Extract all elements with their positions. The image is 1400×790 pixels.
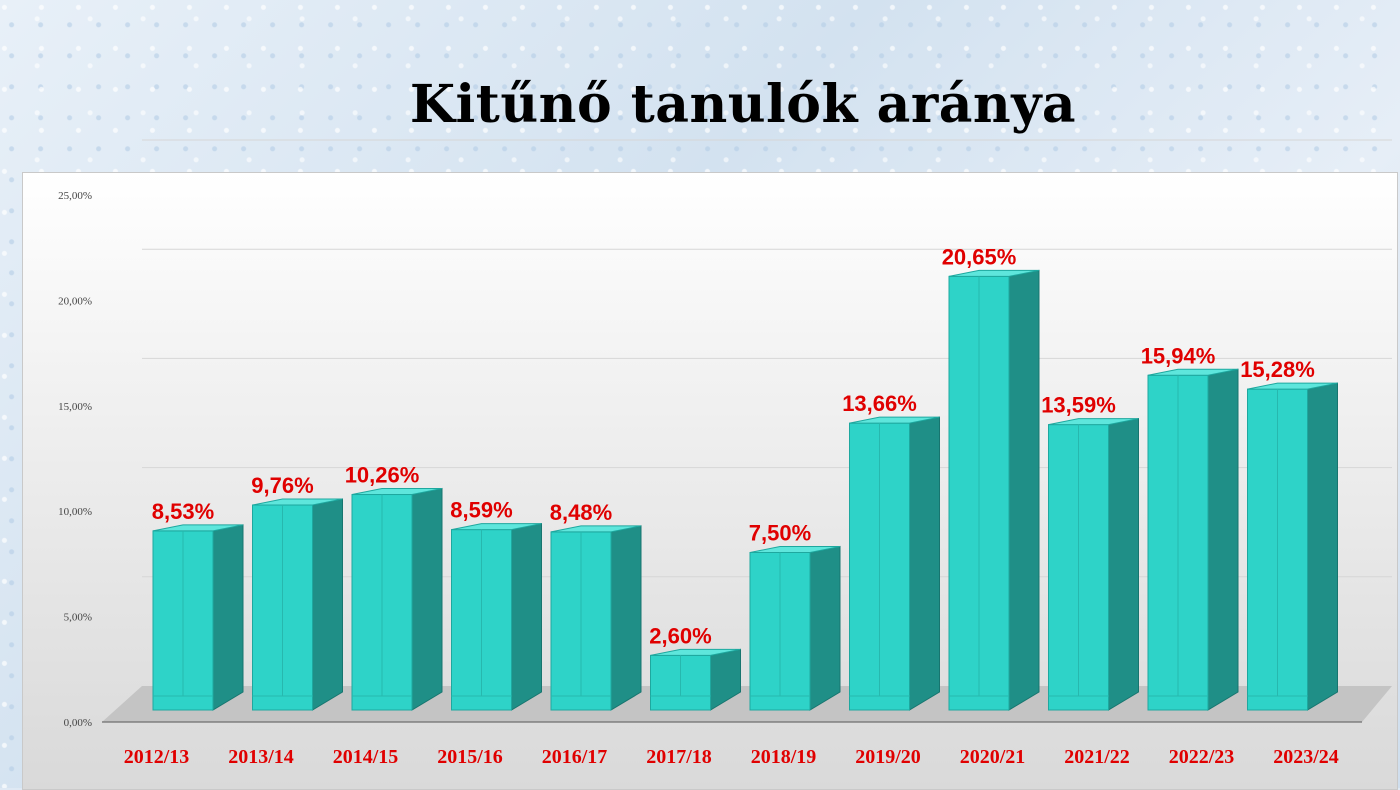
bar-side	[1108, 418, 1139, 711]
data-label: 8,53%	[152, 499, 214, 524]
bar-side	[212, 524, 244, 711]
bar-side	[1307, 382, 1338, 711]
x-category-label: 2012/13	[124, 746, 190, 768]
bar-top	[451, 523, 542, 531]
bar-top	[1247, 382, 1338, 390]
x-category-label: 2017/18	[646, 746, 712, 768]
bar-side	[809, 545, 841, 711]
y-tick-label: 25,00%	[58, 190, 92, 202]
data-label: 20,65%	[942, 244, 1017, 269]
bar	[152, 524, 244, 711]
bar-top	[550, 525, 642, 533]
bar-side	[1008, 269, 1040, 711]
x-category-label: 2015/16	[437, 746, 503, 768]
bar-top	[152, 524, 244, 532]
x-category-label: 2019/20	[855, 746, 921, 768]
x-category-label: 2014/15	[333, 746, 399, 768]
y-tick-label: 15,00%	[58, 401, 92, 413]
x-category-label: 2023/24	[1273, 746, 1339, 768]
data-label: 10,26%	[345, 463, 420, 488]
x-category-label: 2021/22	[1064, 746, 1130, 768]
data-label: 13,66%	[842, 391, 917, 416]
bar	[550, 525, 642, 711]
bar-top	[650, 648, 741, 656]
bar-top	[849, 416, 940, 424]
y-tick-label: 0,00%	[64, 717, 92, 729]
bar	[1048, 418, 1139, 711]
x-axis-categories: 2012/13 2013/14 2014/15 2015/16 2016/17 2017/…	[124, 746, 1339, 768]
bar-top	[351, 488, 443, 496]
bar-top	[948, 269, 1040, 277]
bar	[1247, 382, 1338, 711]
data-label: 15,94%	[1141, 343, 1216, 368]
bars	[152, 269, 1338, 711]
data-label: 8,59%	[450, 498, 512, 523]
y-axis-ticks: 0,00% 5,00% 10,00% 15,00% 20,00% 25,00%	[58, 190, 92, 729]
bar-side	[312, 498, 343, 711]
data-label: 9,76%	[251, 473, 313, 498]
bar	[351, 487, 443, 711]
bar	[650, 648, 741, 711]
bar-side	[411, 487, 443, 711]
bar-top	[1048, 418, 1139, 426]
bar-side	[1207, 368, 1239, 711]
bar-side	[610, 525, 642, 711]
bar-side	[511, 523, 542, 711]
x-category-label: 2020/21	[960, 746, 1026, 768]
bar	[948, 269, 1040, 711]
bar-top	[252, 498, 343, 506]
data-label: 8,48%	[550, 500, 612, 525]
bar-side	[909, 416, 940, 711]
y-tick-label: 5,00%	[64, 612, 92, 624]
x-category-label: 2016/17	[542, 746, 608, 768]
bar-top	[749, 546, 841, 553]
chart-title: Kitűnő tanulók aránya	[409, 74, 1077, 135]
data-label: 2,60%	[649, 623, 711, 648]
data-label: 13,59%	[1041, 393, 1116, 418]
y-tick-label: 20,00%	[58, 295, 92, 307]
bar	[849, 416, 940, 711]
bar-top	[1147, 368, 1239, 376]
x-category-label: 2022/23	[1169, 746, 1235, 768]
bar	[252, 498, 343, 711]
data-label: 7,50%	[749, 521, 811, 546]
y-tick-label: 10,00%	[58, 506, 92, 518]
bar	[1147, 368, 1239, 711]
data-label: 15,28%	[1240, 357, 1315, 382]
bar	[749, 545, 841, 711]
data-labels: 8,53% 9,76% 10,26% 8,59% 8,48% 2,60% 7,50% 13,6…	[152, 244, 1315, 648]
bar	[451, 523, 542, 711]
x-category-label: 2013/14	[228, 746, 294, 768]
x-category-label: 2018/19	[751, 746, 817, 768]
